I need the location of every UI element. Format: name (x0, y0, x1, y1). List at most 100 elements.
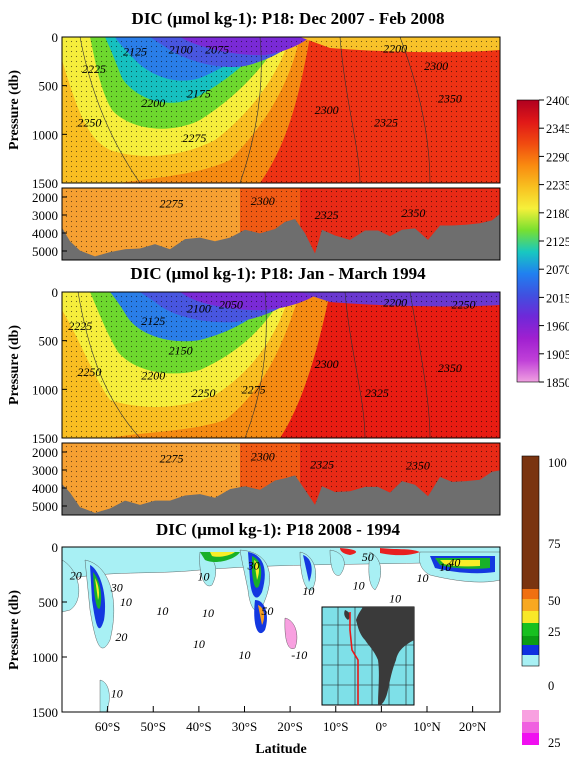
panel2-upper-frame (61, 291, 501, 439)
difference-colorbar: 100 75 50 25 0 25 (521, 455, 567, 750)
ytick-label: 0 (52, 30, 59, 45)
diff-band-15-20 (522, 636, 539, 645)
colorbar-tick-label: 2345 (546, 122, 569, 136)
diff-band-45-50 (522, 589, 539, 599)
contour-label: 10 (202, 606, 214, 620)
contour-label: 2175 (187, 86, 211, 100)
contour-label: 2350 (406, 459, 430, 473)
xtick-label: 40°S (186, 719, 211, 734)
contour-label: 2275 (160, 196, 184, 210)
contour-label: 10 (239, 648, 251, 662)
ytick-label: 1500 (32, 705, 58, 720)
contour-label: 30 (110, 581, 123, 595)
contour-label: 2250 (77, 116, 101, 130)
contour-label: 10 (353, 579, 365, 593)
inset-p18-track-line (349, 612, 359, 705)
ytick-label: 500 (39, 595, 59, 610)
contour-label: 2275 (242, 382, 266, 396)
panel2-upper-plot (62, 292, 500, 438)
diff-band-neg-5-10 (522, 710, 539, 722)
xtick-label: 10°S (323, 719, 348, 734)
panel2-upper-contour-labels: 2100 2050 2200 2250 2225 2125 2150 2200 2250 2250… (68, 296, 475, 401)
contour-label: -10 (291, 648, 307, 662)
panel3-frame (61, 546, 501, 713)
xtick-label: 20°N (459, 719, 487, 734)
colorbar-tick-label: 2180 (546, 207, 569, 221)
pressure-axes: 0500100015002000300040005000050010001500… (32, 30, 67, 720)
contour-label: 50 (261, 604, 273, 618)
contour-label: 10 (193, 637, 205, 651)
ytick-label: 5000 (32, 244, 58, 259)
ytick-label: 2000 (32, 445, 58, 460)
ytick-label: 1000 (32, 650, 58, 665)
contour-label: 10 (120, 595, 132, 609)
ytick-label: 1500 (32, 176, 58, 191)
colorbar-tick-label: 50 (548, 594, 561, 608)
panel3-title: DIC (µmol kg-1): P18 2008 - 1994 (156, 520, 400, 539)
panel2-seafloor (62, 470, 500, 515)
colorbar-tick-label: 2125 (546, 235, 569, 249)
contour-label: 2250 (191, 386, 215, 400)
diff-band-neg-15-25 (522, 733, 539, 745)
contour-label: 40 (448, 555, 460, 569)
contour-label: 2125 (123, 45, 147, 59)
xtick-label: 30°S (232, 719, 257, 734)
contour-label: 2225 (82, 62, 106, 76)
contour-label: 10 (416, 571, 428, 585)
ytick-label: 1000 (32, 382, 58, 397)
panel3-xlabel: Latitude (255, 742, 306, 757)
contour-label: 2200 (141, 96, 165, 110)
contour-label: 2200 (383, 296, 407, 310)
contour-label: 2125 (141, 314, 165, 328)
inset-map (321, 606, 415, 706)
contour-label: 2225 (68, 319, 92, 333)
contour-label: 10 (197, 570, 209, 584)
ytick-label: 0 (52, 285, 59, 300)
contour-label: 2075 (205, 43, 229, 57)
contour-label: 2100 (187, 302, 211, 316)
contour-label: 10 (156, 604, 168, 618)
contour-label: 2325 (374, 116, 398, 130)
colorbar-tick-label: 2070 (546, 263, 569, 277)
panel1-upper-plot (62, 37, 500, 183)
ytick-label: 4000 (32, 226, 58, 241)
diff-band-20-30 (522, 623, 539, 636)
ytick-label: 500 (39, 79, 59, 94)
latitude-axis: 60°S 50°S 40°S 30°S 20°S 10°S 0° 10°N 20°N (95, 706, 487, 734)
xtick-label: 20°S (277, 719, 302, 734)
contour-label: 2200 (141, 369, 165, 383)
colorbar-tick-label: 2290 (546, 150, 569, 164)
contour-label: 10 (439, 560, 451, 574)
xtick-label: 60°S (95, 719, 120, 734)
colorbar-tick-label: 2015 (546, 291, 569, 305)
contour-label: 2325 (365, 386, 389, 400)
contour-label: 2300 (251, 450, 275, 464)
diff-band-40-45 (522, 599, 539, 611)
contour-label: 50 (362, 550, 374, 564)
contour-label: 2275 (160, 451, 184, 465)
panel1-ylabel: Pressure (db) (7, 70, 22, 150)
ytick-label: 5000 (32, 499, 58, 514)
contour-label: 2325 (310, 458, 334, 472)
colorbar-tick-label: 100 (548, 456, 567, 470)
contour-label: 2300 (315, 103, 339, 117)
panel1-upper-frame (61, 36, 501, 184)
ytick-label: 4000 (32, 481, 58, 496)
panel1-lower-plot (62, 188, 500, 260)
colorbar-tick-label: 1850 (546, 376, 569, 390)
contour-label: 2325 (315, 208, 339, 222)
ytick-label: 1500 (32, 431, 58, 446)
panel2-title: DIC (µmol kg-1): P18: Jan - March 1994 (130, 264, 426, 283)
contour-label: 20 (115, 630, 127, 644)
colorbar-tick-label: 1905 (546, 348, 569, 362)
panel1-seafloor (62, 213, 500, 260)
contour-label: 2250 (452, 298, 476, 312)
contour-label: 2300 (424, 59, 448, 73)
contour-label: 2050 (219, 298, 243, 312)
contour-label: 2350 (438, 91, 462, 105)
xtick-label: 0° (376, 719, 388, 734)
xtick-label: 10°N (413, 719, 441, 734)
contour-label: 2250 (77, 365, 101, 379)
